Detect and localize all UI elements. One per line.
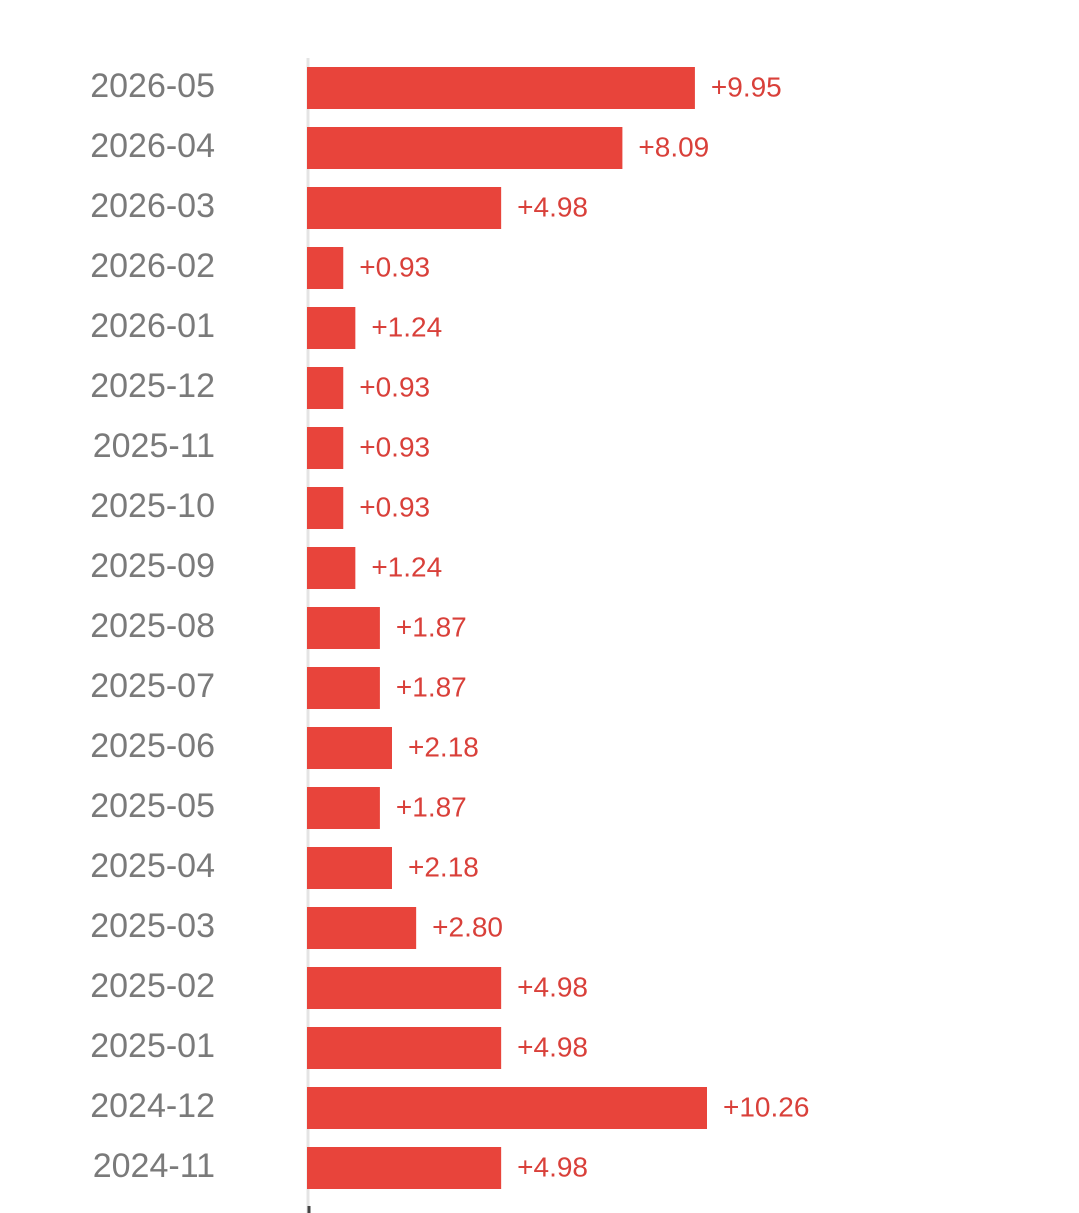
- bar: [307, 607, 380, 649]
- category-label: 2025-11: [93, 427, 215, 465]
- category-label: 2026-04: [90, 127, 215, 165]
- bar: [307, 1027, 502, 1069]
- category-label: 2025-07: [90, 667, 215, 705]
- value-label: +4.98: [517, 1031, 588, 1062]
- value-label: +2.18: [408, 851, 479, 882]
- bar: [307, 1087, 707, 1129]
- value-label: +2.80: [432, 911, 503, 942]
- value-label: +1.87: [396, 671, 467, 702]
- bar: [307, 247, 344, 289]
- category-label: 2026-02: [90, 247, 215, 285]
- category-label: 2025-01: [90, 1027, 215, 1065]
- category-label: 2026-05: [90, 67, 215, 105]
- category-label: 2026-03: [90, 187, 215, 225]
- value-label: +1.87: [396, 791, 467, 822]
- category-label: 2025-05: [90, 787, 215, 825]
- bar: [307, 667, 380, 709]
- bar: [307, 487, 344, 529]
- bar: [307, 727, 392, 769]
- category-label: 2024-12: [90, 1087, 215, 1125]
- value-label: +9.95: [711, 71, 782, 102]
- category-label: 2025-03: [90, 907, 215, 945]
- category-label: 2026-01: [90, 307, 215, 345]
- bar: [307, 547, 356, 589]
- bar: [307, 847, 392, 889]
- value-label: +4.98: [517, 191, 588, 222]
- bar: [307, 187, 502, 229]
- value-label: +4.98: [517, 971, 588, 1002]
- value-label: +1.87: [396, 611, 467, 642]
- bar: [307, 907, 417, 949]
- category-label: 2025-04: [90, 847, 215, 885]
- bar: [307, 127, 623, 169]
- bar: [307, 67, 695, 109]
- category-label: 2025-10: [90, 487, 215, 525]
- value-label: +0.93: [359, 371, 430, 402]
- bar: [307, 427, 344, 469]
- category-label: 2025-06: [90, 727, 215, 765]
- value-label: +10.26: [723, 1091, 809, 1122]
- value-label: +1.24: [371, 311, 442, 342]
- category-label: 2025-08: [90, 607, 215, 645]
- bar: [307, 307, 356, 349]
- value-label: +1.24: [371, 551, 442, 582]
- bar: [307, 1147, 502, 1189]
- bar: [307, 787, 380, 829]
- value-label: +2.18: [408, 731, 479, 762]
- category-label: 2025-09: [90, 547, 215, 585]
- category-label: 2025-02: [90, 967, 215, 1005]
- value-label: +4.98: [517, 1151, 588, 1182]
- value-label: +0.93: [359, 251, 430, 282]
- value-label: +0.93: [359, 491, 430, 522]
- bar: [307, 967, 502, 1009]
- category-label: 2024-11: [93, 1147, 215, 1185]
- value-label: +0.93: [359, 431, 430, 462]
- bar: [307, 367, 344, 409]
- category-label: 2025-12: [90, 367, 215, 405]
- value-label: +8.09: [638, 131, 709, 162]
